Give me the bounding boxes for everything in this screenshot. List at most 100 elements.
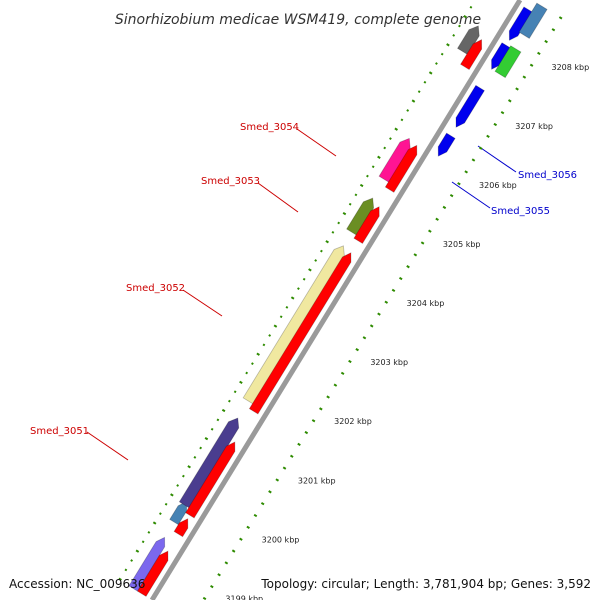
gc-dot — [118, 577, 122, 581]
gene-blue-top-2[interactable] — [508, 6, 534, 41]
gc-dot — [210, 427, 214, 431]
gc-dot — [400, 118, 404, 122]
ruler-tick — [231, 549, 236, 553]
gene-smed-3056[interactable] — [455, 84, 485, 128]
gene-smed-3053[interactable] — [346, 197, 375, 236]
gc-dot — [297, 287, 300, 290]
gc-dot — [124, 568, 128, 572]
ruler-tick — [406, 265, 410, 269]
gc-dot — [273, 324, 278, 328]
ruler-tick — [355, 347, 359, 352]
tick-label: 3203 kbp — [370, 358, 408, 367]
label-layer: Smed_3051 Smed_3052 Smed_3053 Smed_3054 … — [30, 122, 577, 461]
ruler-tick — [493, 122, 498, 127]
tick-label: 3206 kbp — [479, 181, 517, 190]
label-line-smed-3056 — [477, 145, 517, 173]
ruler-tick — [297, 442, 301, 447]
tick-label: 3199 kbp — [225, 594, 263, 600]
gc-dot — [446, 43, 450, 47]
ruler-tick — [507, 99, 512, 103]
cds-red-1[interactable] — [173, 518, 189, 538]
gc-dot — [152, 521, 157, 525]
tick-label: 3205 kbp — [443, 240, 481, 249]
ruler-tick — [369, 324, 374, 328]
ruler-tick — [304, 430, 309, 435]
gc-dot — [440, 52, 444, 56]
ruler-tick — [362, 336, 367, 340]
tick-label: 3202 kbp — [334, 417, 372, 426]
gc-dot — [251, 362, 254, 365]
gc-dot — [193, 456, 197, 459]
gc-dot — [141, 540, 145, 544]
gene-label-smed-3056[interactable]: Smed_3056 — [518, 170, 577, 181]
gc-dot — [176, 484, 180, 487]
gene-label-smed-3053[interactable]: Smed_3053 — [201, 176, 260, 187]
ruler-tick — [522, 75, 527, 79]
gc-dot — [170, 493, 174, 497]
tick-label: 3204 kbp — [407, 299, 445, 308]
cds-red-3051[interactable] — [185, 441, 236, 519]
ruler-tick — [551, 28, 556, 32]
gene-smed-3051[interactable] — [178, 417, 240, 509]
gc-dot — [394, 127, 398, 131]
cds-red-3054[interactable] — [384, 144, 418, 193]
gc-dot — [182, 474, 185, 478]
gene-purple-left[interactable] — [128, 536, 166, 592]
ruler-tick — [384, 300, 389, 304]
cds-red-top[interactable] — [460, 38, 483, 71]
ruler-tick — [246, 525, 250, 529]
gc-dot — [354, 193, 358, 197]
genome-backbone — [149, 0, 523, 600]
gc-dot — [359, 183, 364, 188]
gc-dot — [423, 80, 427, 84]
gc-dot — [428, 71, 433, 75]
cds-red-3052[interactable] — [248, 252, 352, 415]
ruler-tick — [478, 146, 483, 150]
gene-green-top[interactable] — [494, 45, 522, 79]
ruler-tick — [537, 51, 541, 56]
gene-lightblue-top[interactable] — [518, 2, 548, 39]
gene-label-smed-3055[interactable]: Smed_3055 — [491, 206, 550, 217]
gene-smed-3055[interactable] — [437, 132, 456, 157]
gc-dot — [314, 259, 318, 262]
ruler-tick — [217, 573, 221, 577]
gc-dot — [377, 155, 381, 159]
ruler-tick — [326, 395, 330, 399]
cds-red-3053[interactable] — [353, 206, 380, 244]
gene-smed-3052[interactable] — [242, 245, 345, 405]
gene-gray-top[interactable] — [456, 25, 480, 56]
cds-red-left[interactable] — [136, 550, 169, 597]
gc-dot — [348, 202, 352, 206]
ruler-tick — [348, 359, 352, 364]
tick-label: 3208 kbp — [552, 63, 590, 72]
gc-dot — [458, 24, 461, 28]
gene-label-smed-3054[interactable]: Smed_3054 — [240, 122, 299, 133]
ruler-tick — [224, 561, 229, 565]
gene-label-smed-3052[interactable]: Smed_3052 — [126, 283, 185, 294]
gc-dot — [216, 418, 220, 422]
ruler-tick — [239, 537, 243, 541]
gc-dot — [463, 15, 467, 19]
gene-lightblue-1[interactable] — [169, 500, 188, 526]
ruler-tick — [391, 288, 396, 293]
gc-dot — [159, 512, 162, 516]
topology-text: Topology: circular; Length: 3,781,904 bp… — [261, 577, 591, 591]
ruler-tick — [377, 312, 381, 316]
ruler-tick — [210, 584, 214, 589]
gc-dot — [285, 305, 289, 309]
ruler-tick — [457, 182, 461, 186]
ruler-tick — [435, 217, 439, 221]
label-line-smed-3052 — [182, 289, 223, 317]
ruler-tick — [500, 111, 505, 115]
gc-dot — [164, 502, 168, 506]
gc-dot — [411, 99, 416, 103]
ruler-tick — [311, 419, 316, 423]
gc-dot — [147, 531, 151, 534]
gc-dot — [417, 90, 421, 94]
gc-dot — [337, 221, 341, 225]
label-line-smed-3055 — [451, 181, 491, 209]
gc-dot — [245, 371, 249, 375]
gene-smed-3054[interactable] — [378, 137, 411, 184]
gc-dot — [302, 277, 306, 281]
gene-label-smed-3051[interactable]: Smed_3051 — [30, 426, 89, 437]
